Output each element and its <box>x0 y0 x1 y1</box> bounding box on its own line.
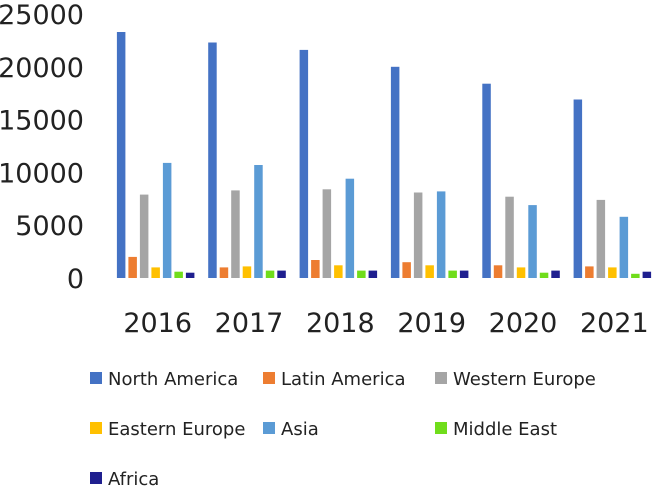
x-tick-label: 2018 <box>306 308 375 339</box>
bar-middle-east-2020 <box>539 272 549 278</box>
bar-eastern-europe-2018 <box>334 265 343 278</box>
x-tick-label: 2016 <box>123 308 192 339</box>
bar-asia-2021 <box>619 216 629 278</box>
legend-swatch-middle-east <box>435 422 447 434</box>
y-tick-label: 0 <box>67 264 84 295</box>
y-tick-label: 25000 <box>0 0 84 31</box>
y-tick-label: 15000 <box>0 106 84 137</box>
bar-africa-2018 <box>368 270 378 278</box>
legend: North America Latin America Western Europe… <box>90 369 596 490</box>
legend-swatch-north-america <box>90 372 102 384</box>
bar-north-america-2018 <box>299 49 309 279</box>
bar-asia-2017 <box>254 165 263 278</box>
legend-swatch-latin-america <box>263 372 275 384</box>
bar-africa-2019 <box>459 270 469 278</box>
bars <box>116 32 652 279</box>
bar-latin-america-2017 <box>219 267 229 278</box>
bar-north-america-2017 <box>208 42 217 278</box>
x-tick-label: 2019 <box>397 308 466 339</box>
bar-western-europe-2016 <box>139 194 149 278</box>
bar-north-america-2019 <box>390 66 400 278</box>
y-tick-label: 20000 <box>0 53 84 84</box>
bar-asia-2018 <box>345 178 355 278</box>
legend-label: North America <box>108 369 238 390</box>
bar-africa-2016 <box>185 272 195 278</box>
y-axis-ticks: 0 5000 10000 15000 20000 25000 <box>0 0 84 295</box>
bar-asia-2019 <box>436 191 446 278</box>
x-tick-label: 2017 <box>215 308 284 339</box>
bar-latin-america-2020 <box>493 265 503 278</box>
legend-label: Middle East <box>453 419 557 440</box>
legend-label: Latin America <box>281 369 406 390</box>
bar-asia-2016 <box>162 162 172 278</box>
bar-eastern-europe-2019 <box>425 265 434 278</box>
bar-western-europe-2020 <box>505 196 514 278</box>
legend-label: Africa <box>108 469 159 490</box>
bar-latin-america-2021 <box>585 266 594 278</box>
bar-western-europe-2018 <box>322 189 332 278</box>
bar-western-europe-2019 <box>413 192 423 278</box>
bar-eastern-europe-2020 <box>516 267 526 278</box>
bar-north-america-2021 <box>573 99 583 278</box>
legend-label: Western Europe <box>453 369 596 390</box>
x-tick-label: 2020 <box>489 308 558 339</box>
legend-swatch-africa <box>90 472 102 484</box>
bar-africa-2020 <box>551 270 560 278</box>
bar-africa-2017 <box>277 270 286 278</box>
bar-middle-east-2018 <box>357 270 366 278</box>
bar-latin-america-2018 <box>311 260 320 278</box>
bar-latin-america-2019 <box>402 262 411 278</box>
y-tick-label: 10000 <box>0 158 84 189</box>
bar-eastern-europe-2021 <box>608 267 617 278</box>
bar-eastern-europe-2017 <box>242 266 252 278</box>
x-axis-labels: 2016 2017 2018 2019 2020 2021 <box>123 308 648 339</box>
bar-middle-east-2016 <box>174 271 183 278</box>
legend-swatch-asia <box>263 422 275 434</box>
bar-latin-america-2016 <box>128 256 137 278</box>
legend-label: Eastern Europe <box>108 419 245 440</box>
bar-asia-2020 <box>528 205 537 278</box>
legend-swatch-western-europe <box>435 372 447 384</box>
bar-africa-2021 <box>642 271 652 278</box>
bar-middle-east-2019 <box>448 270 457 278</box>
bar-north-america-2016 <box>116 32 126 278</box>
bar-eastern-europe-2016 <box>151 267 160 278</box>
bar-western-europe-2021 <box>596 199 606 278</box>
bar-middle-east-2021 <box>631 273 640 278</box>
legend-swatch-eastern-europe <box>90 422 102 434</box>
legend-label: Asia <box>281 419 319 440</box>
bar-middle-east-2017 <box>265 270 275 278</box>
bar-north-america-2020 <box>482 83 491 278</box>
bar-western-europe-2017 <box>231 190 240 278</box>
x-tick-label: 2021 <box>580 308 649 339</box>
y-tick-label: 5000 <box>15 211 84 242</box>
